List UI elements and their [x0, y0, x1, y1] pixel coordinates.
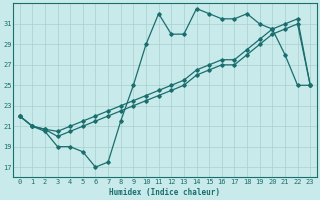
X-axis label: Humidex (Indice chaleur): Humidex (Indice chaleur) [109, 188, 220, 197]
